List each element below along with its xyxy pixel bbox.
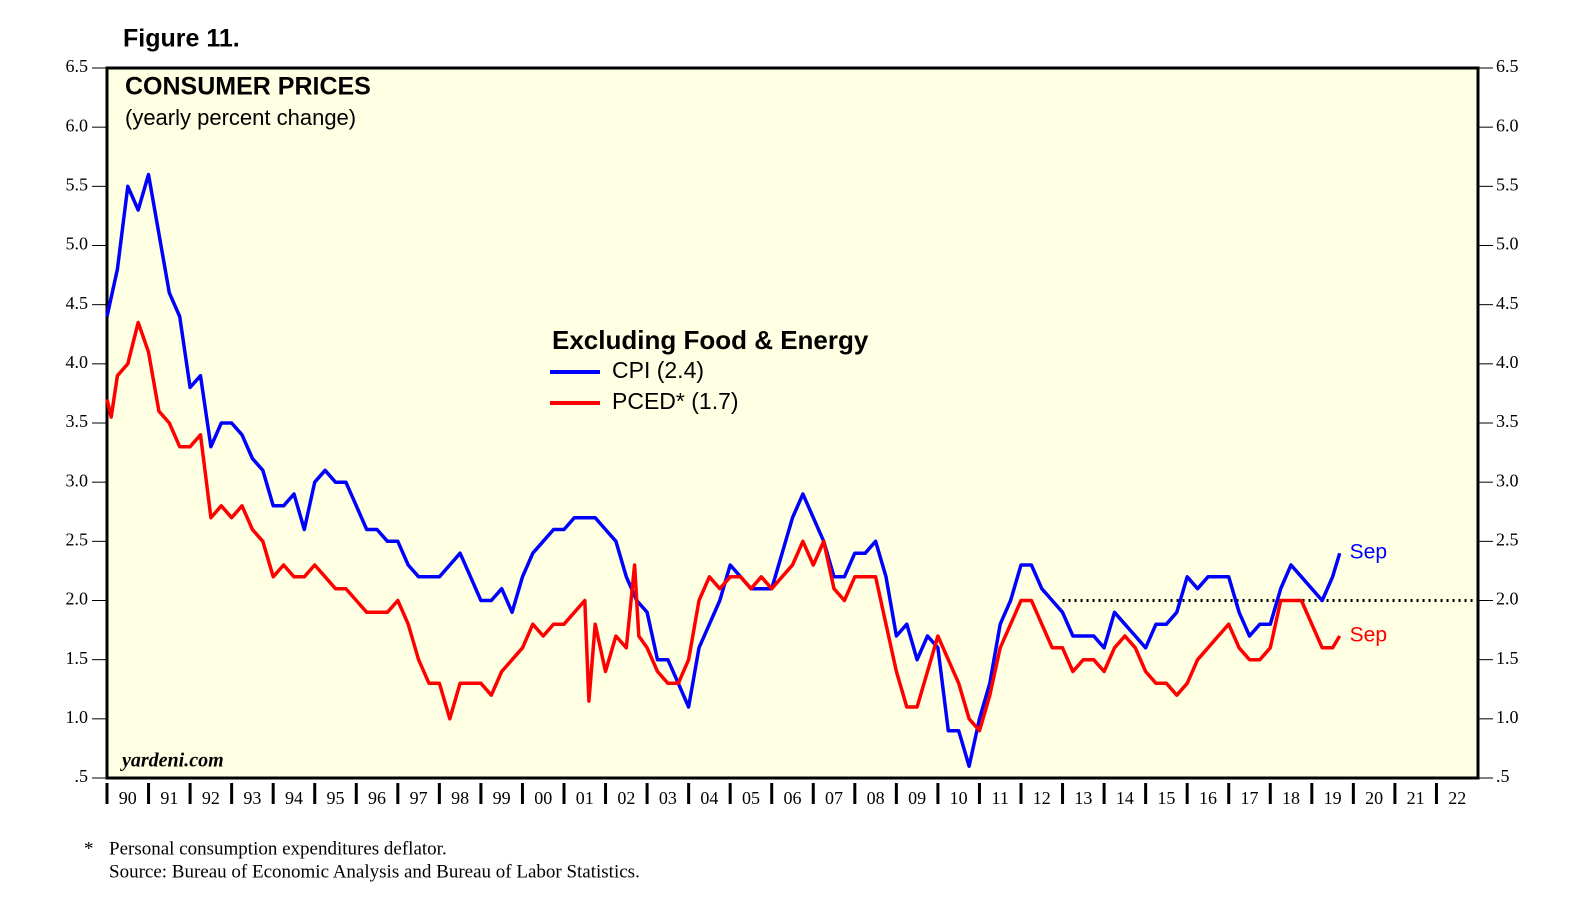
x-tick-label: 13 <box>1074 788 1092 808</box>
x-tick-label: 92 <box>202 788 220 808</box>
end-label: Sep <box>1350 624 1387 647</box>
x-tick-label: 91 <box>160 788 178 808</box>
y-tick-label: 4.0 <box>66 352 89 372</box>
series-line <box>105 320 1342 733</box>
footnote: Personal consumption expenditures deflat… <box>109 838 447 859</box>
x-tick-label: 22 <box>1448 788 1466 808</box>
x-tick-label: 15 <box>1157 788 1175 808</box>
x-tick-label: 08 <box>867 788 885 808</box>
y-tick-label: 6.5 <box>66 56 89 76</box>
y2-tick-label: 6.0 <box>1496 115 1519 135</box>
x-tick-label: 20 <box>1365 788 1383 808</box>
x-tick-label: 21 <box>1407 788 1425 808</box>
x-tick-label: 01 <box>576 788 594 808</box>
y-tick-label: 2.0 <box>66 589 89 609</box>
y-tick-label: 1.5 <box>66 648 89 668</box>
x-tick-label: 04 <box>700 788 718 808</box>
legend-title: Excluding Food & Energy <box>552 325 869 355</box>
x-tick-label: 18 <box>1282 788 1300 808</box>
y2-tick-label: 1.0 <box>1496 707 1519 727</box>
y-tick-label: 5.5 <box>66 174 89 194</box>
x-tick-label: 07 <box>825 788 843 808</box>
plot-area <box>105 66 1480 780</box>
x-tick-label: 02 <box>617 788 635 808</box>
x-tick-label: 10 <box>950 788 968 808</box>
y-tick-label: 5.0 <box>66 234 89 254</box>
x-tick-label: 94 <box>285 788 303 808</box>
y-tick-label: 6.0 <box>66 115 89 135</box>
y2-tick-label: 2.0 <box>1496 589 1519 609</box>
y2-tick-label: 6.5 <box>1496 56 1519 76</box>
y2-tick-label: 3.5 <box>1496 411 1519 431</box>
footnote-marker: * <box>84 838 94 859</box>
x-tick-label: 19 <box>1324 788 1342 808</box>
x-tick-label: 93 <box>243 788 261 808</box>
x-tick-label: 09 <box>908 788 926 808</box>
x-tick-label: 98 <box>451 788 469 808</box>
y2-tick-label: 5.0 <box>1496 234 1519 254</box>
y2-tick-label: .5 <box>1496 766 1510 786</box>
y-tick-label: .5 <box>75 766 89 786</box>
y2-tick-label: 4.5 <box>1496 293 1519 313</box>
y-tick-label: 3.5 <box>66 411 89 431</box>
y-tick-label: 2.5 <box>66 529 89 549</box>
source: Source: Bureau of Economic Analysis and … <box>109 861 640 882</box>
watermark: yardeni.com <box>120 750 224 772</box>
x-tick-label: 96 <box>368 788 386 808</box>
legend-label: PCED* (1.7) <box>612 388 739 414</box>
y2-tick-label: 1.5 <box>1496 648 1519 668</box>
y-tick-label: 1.0 <box>66 707 89 727</box>
x-tick-label: 14 <box>1116 788 1134 808</box>
y-tick-label: 3.0 <box>66 470 89 490</box>
y2-tick-label: 3.0 <box>1496 470 1519 490</box>
x-tick-label: 05 <box>742 788 760 808</box>
chart-subtitle: (yearly percent change) <box>125 105 356 130</box>
y-tick-label: 4.5 <box>66 293 89 313</box>
y2-tick-label: 2.5 <box>1496 529 1519 549</box>
chart-title: CONSUMER PRICES <box>125 73 371 101</box>
y2-tick-label: 5.5 <box>1496 174 1519 194</box>
legend-label: CPI (2.4) <box>612 357 704 383</box>
x-tick-label: 95 <box>327 788 345 808</box>
x-tick-label: 17 <box>1241 788 1259 808</box>
x-tick-label: 12 <box>1033 788 1051 808</box>
x-tick-label: 16 <box>1199 788 1217 808</box>
figure-label: Figure 11. <box>123 25 240 53</box>
end-label: Sep <box>1350 541 1387 564</box>
x-tick-label: 11 <box>992 788 1009 808</box>
x-tick-label: 03 <box>659 788 677 808</box>
x-tick-label: 99 <box>493 788 511 808</box>
x-tick-label: 90 <box>119 788 137 808</box>
x-tick-label: 00 <box>534 788 552 808</box>
x-tick-label: 97 <box>410 788 428 808</box>
x-tick-label: 06 <box>784 788 802 808</box>
y2-tick-label: 4.0 <box>1496 352 1519 372</box>
